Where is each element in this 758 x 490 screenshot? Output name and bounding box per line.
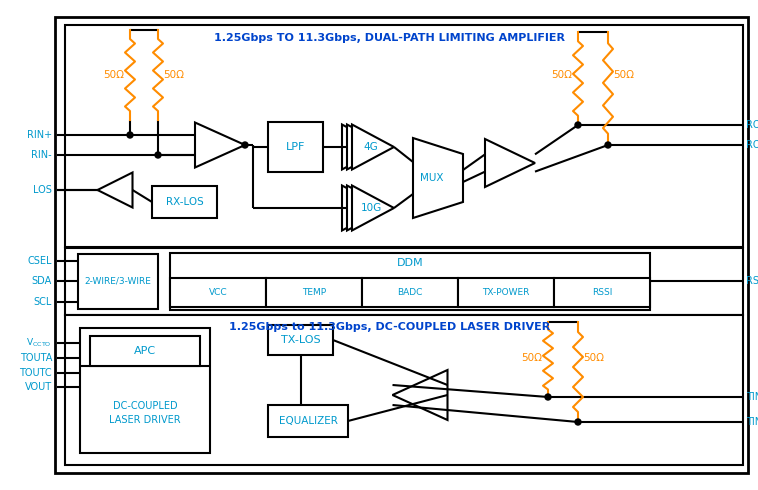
- Text: 50Ω: 50Ω: [164, 70, 184, 80]
- Text: BADC: BADC: [397, 288, 423, 297]
- Text: 50Ω: 50Ω: [613, 70, 634, 80]
- Circle shape: [545, 394, 551, 400]
- Circle shape: [155, 152, 161, 158]
- Text: TIN-: TIN-: [746, 417, 758, 427]
- Circle shape: [575, 122, 581, 128]
- Bar: [65, 248, 743, 315]
- Text: 2-WIRE/3-WIRE: 2-WIRE/3-WIRE: [85, 277, 152, 286]
- Polygon shape: [195, 122, 245, 168]
- Text: APC: APC: [134, 346, 156, 356]
- Text: SDA: SDA: [32, 276, 52, 287]
- Text: DC-COUPLED
LASER DRIVER: DC-COUPLED LASER DRIVER: [109, 401, 181, 425]
- Polygon shape: [352, 124, 394, 170]
- Text: 1.25Gbps TO 11.3Gbps, DUAL-PATH LIMITING AMPLIFIER: 1.25Gbps TO 11.3Gbps, DUAL-PATH LIMITING…: [215, 33, 565, 43]
- Circle shape: [242, 142, 248, 148]
- Text: VOUT: VOUT: [25, 382, 52, 392]
- Text: RSSI: RSSI: [746, 276, 758, 287]
- Text: 50Ω: 50Ω: [522, 353, 543, 363]
- Bar: [266, 278, 362, 307]
- Bar: [65, 315, 743, 465]
- Polygon shape: [393, 370, 447, 420]
- Text: RX-LOS: RX-LOS: [166, 197, 203, 207]
- Text: RSSI: RSSI: [592, 288, 612, 297]
- Text: SCL: SCL: [33, 297, 52, 307]
- Text: TX-LOS: TX-LOS: [280, 335, 321, 345]
- Text: TIN+: TIN+: [746, 392, 758, 402]
- Text: LOS: LOS: [33, 185, 52, 195]
- Text: TOUTA: TOUTA: [20, 353, 52, 363]
- Text: TX-POWER: TX-POWER: [482, 288, 530, 297]
- Bar: [90, 336, 200, 366]
- Text: 4G: 4G: [364, 142, 378, 152]
- Text: ROUT-: ROUT-: [746, 140, 758, 150]
- Bar: [65, 25, 743, 247]
- Text: RIN+: RIN+: [27, 130, 52, 140]
- Text: EQUALIZER: EQUALIZER: [278, 416, 337, 426]
- Text: ROUT+: ROUT+: [746, 120, 758, 130]
- Polygon shape: [352, 186, 394, 230]
- Polygon shape: [98, 172, 133, 207]
- Bar: [80, 328, 210, 453]
- Bar: [170, 278, 266, 307]
- Polygon shape: [485, 139, 535, 187]
- Text: RIN-: RIN-: [31, 150, 52, 160]
- Bar: [268, 122, 323, 172]
- Circle shape: [575, 419, 581, 425]
- Bar: [170, 253, 650, 310]
- Text: LPF: LPF: [286, 142, 305, 152]
- Text: 1.25Gbps to 11.3Gbps, DC-COUPLED LASER DRIVER: 1.25Gbps to 11.3Gbps, DC-COUPLED LASER D…: [230, 322, 550, 332]
- Text: 10G: 10G: [360, 203, 381, 213]
- Bar: [268, 405, 348, 437]
- Polygon shape: [347, 124, 389, 170]
- Text: V$_\mathrm{CCTO}$: V$_\mathrm{CCTO}$: [27, 337, 52, 349]
- Bar: [362, 278, 458, 307]
- Text: DDM: DDM: [396, 258, 423, 268]
- Text: TEMP: TEMP: [302, 288, 326, 297]
- Text: 50Ω: 50Ω: [584, 353, 604, 363]
- Bar: [152, 186, 217, 218]
- Polygon shape: [347, 186, 389, 230]
- Bar: [268, 325, 333, 355]
- Text: 50Ω: 50Ω: [104, 70, 124, 80]
- Polygon shape: [342, 124, 384, 170]
- Bar: [554, 278, 650, 307]
- Circle shape: [605, 142, 611, 148]
- Bar: [458, 278, 554, 307]
- Circle shape: [127, 132, 133, 138]
- Text: 50Ω: 50Ω: [552, 70, 572, 80]
- Text: TOUTC: TOUTC: [20, 368, 52, 378]
- Bar: [78, 254, 158, 309]
- Text: VCC: VCC: [208, 288, 227, 297]
- Text: CSEL: CSEL: [27, 256, 52, 266]
- Polygon shape: [342, 186, 384, 230]
- Text: MUX: MUX: [420, 173, 443, 183]
- Polygon shape: [413, 138, 463, 218]
